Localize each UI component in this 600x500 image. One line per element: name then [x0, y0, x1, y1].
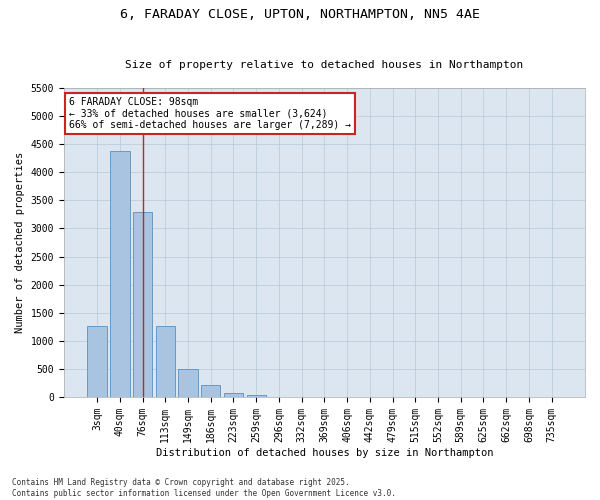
Text: Contains HM Land Registry data © Crown copyright and database right 2025.
Contai: Contains HM Land Registry data © Crown c… [12, 478, 396, 498]
Text: 6 FARADAY CLOSE: 98sqm
← 33% of detached houses are smaller (3,624)
66% of semi-: 6 FARADAY CLOSE: 98sqm ← 33% of detached… [69, 97, 351, 130]
Bar [247, 395, 266, 397]
Bar [224, 393, 243, 397]
Title: Size of property relative to detached houses in Northampton: Size of property relative to detached ho… [125, 60, 524, 70]
Bar [110, 151, 130, 397]
Bar [201, 385, 220, 397]
Bar [178, 369, 197, 397]
Text: 6, FARADAY CLOSE, UPTON, NORTHAMPTON, NN5 4AE: 6, FARADAY CLOSE, UPTON, NORTHAMPTON, NN… [120, 8, 480, 20]
Bar [133, 212, 152, 397]
Y-axis label: Number of detached properties: Number of detached properties [15, 152, 25, 333]
Bar [88, 326, 107, 397]
X-axis label: Distribution of detached houses by size in Northampton: Distribution of detached houses by size … [155, 448, 493, 458]
Bar [155, 326, 175, 397]
